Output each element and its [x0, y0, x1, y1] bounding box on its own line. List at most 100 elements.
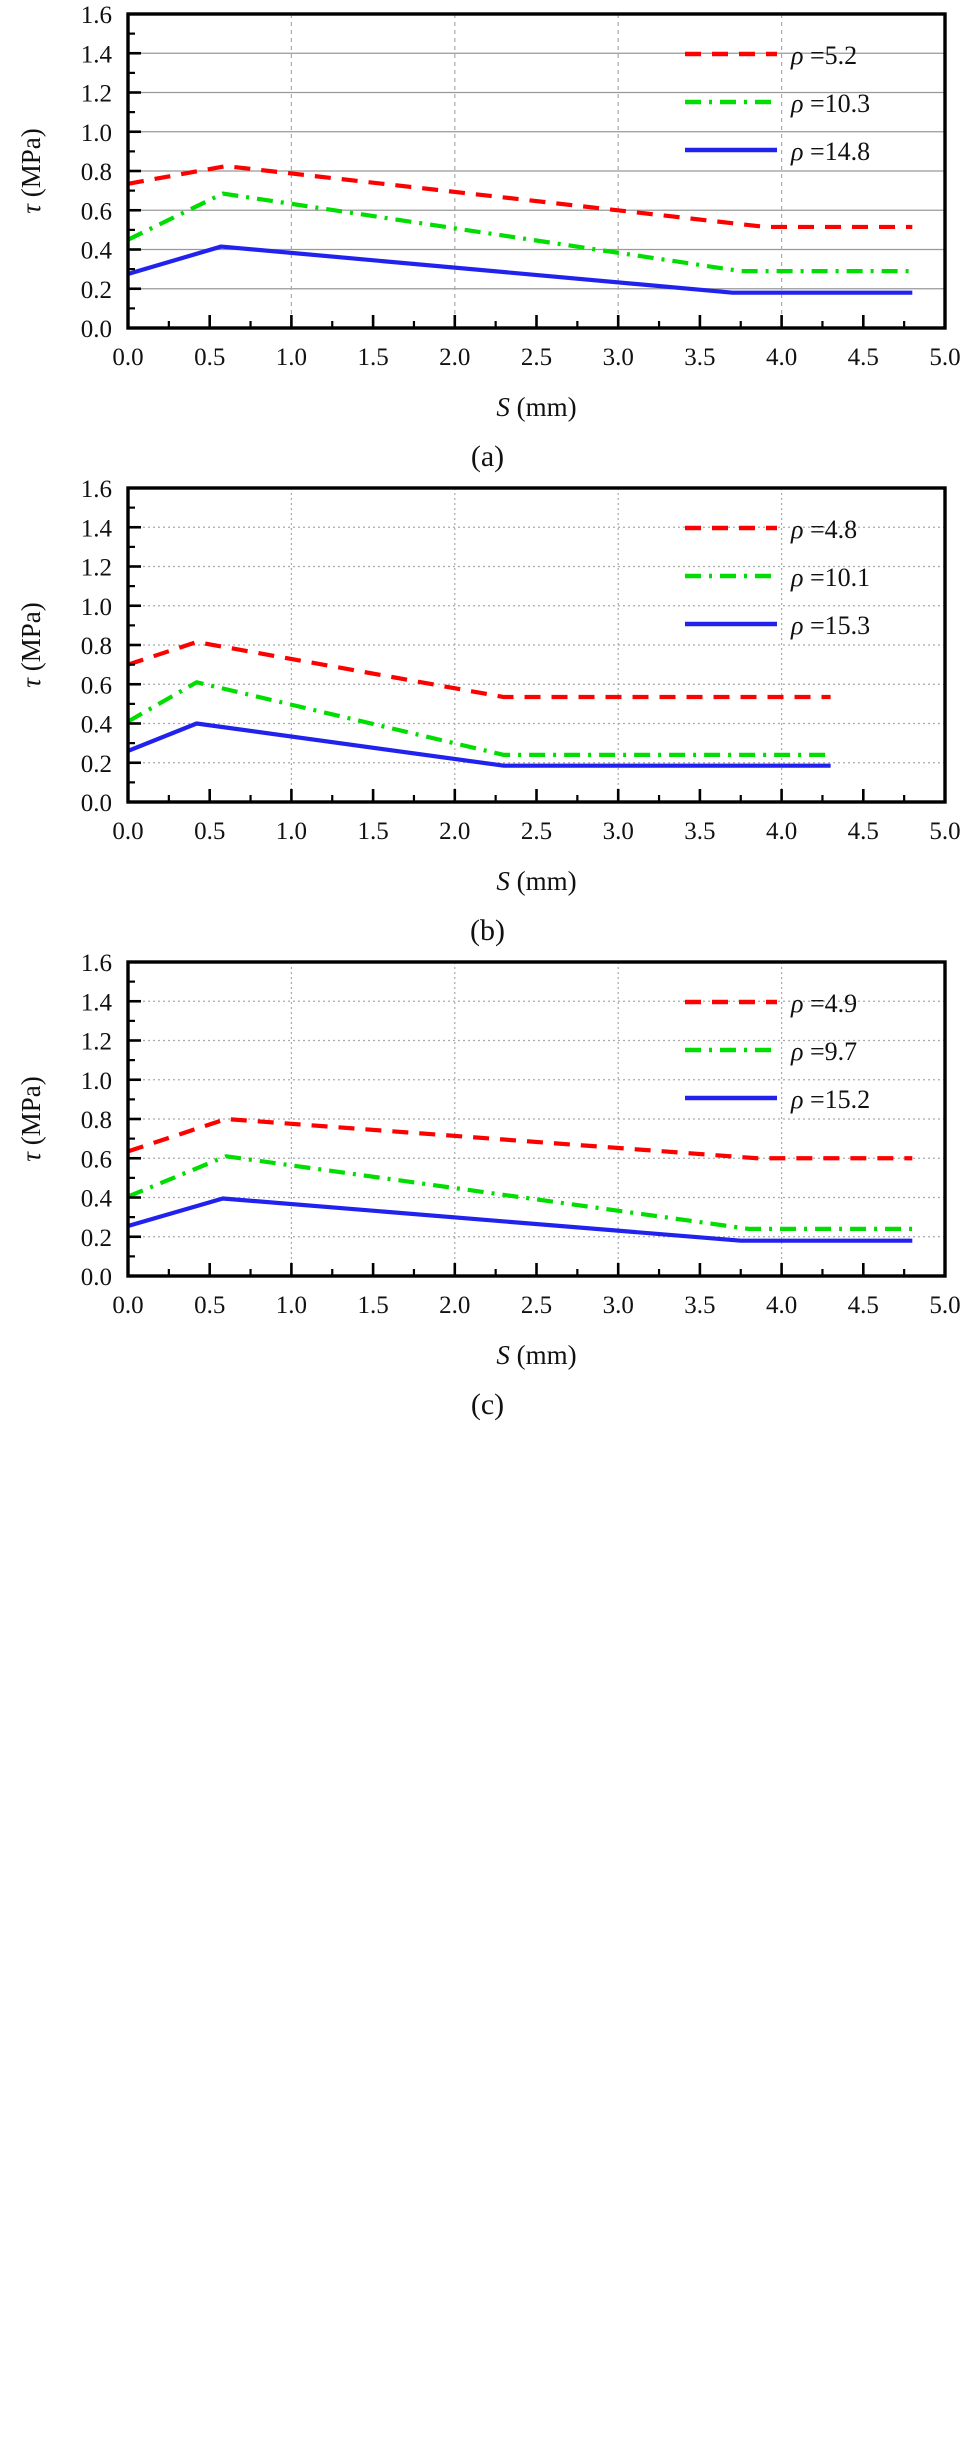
legend-rho-value: =10.3 — [803, 89, 870, 118]
y-axis-label-unit: (MPa) — [16, 602, 46, 678]
y-axis-label-symbol: τ — [16, 203, 46, 214]
panel-caption: (b) — [470, 914, 505, 947]
tick-label-x: 2.0 — [439, 818, 470, 845]
y-axis-label: τ (MPa) — [16, 128, 46, 213]
gridlines — [128, 962, 945, 1276]
tick-label-x: 1.5 — [357, 344, 388, 371]
panels-container: 0.0 0.5 1.0 1.5 2.0 2.5 3.0 3.5 4.0 4.5 5.0 0.0 0.2 0… — [0, 0, 975, 1421]
tick-label-y: 0.8 — [81, 633, 112, 660]
tick-label-x: 0.0 — [112, 1292, 143, 1319]
tick-label-y: 1.4 — [81, 989, 113, 1016]
legend-label-3: ρ =15.3 — [790, 611, 870, 640]
legend-rho-value: =15.2 — [803, 1085, 870, 1114]
tick-label-x: 4.0 — [766, 818, 797, 845]
legend: ρ =4.8 ρ =10.1 ρ =15.3 — [685, 515, 870, 640]
tick-label-y: 0.6 — [81, 672, 112, 699]
ticks: 0.0 0.5 1.0 1.5 2.0 2.5 3.0 3.5 4.0 4.5 5.0 0.0 0.2 0… — [81, 2, 961, 371]
tick-label-x: 4.0 — [766, 1292, 797, 1319]
legend: ρ =5.2ρ =10.3ρ =14.8 — [685, 41, 870, 166]
legend-label-1: ρ =4.8 — [790, 515, 857, 544]
tick-label-y: 0.4 — [81, 712, 113, 739]
x-axis-label-unit: (mm) — [510, 866, 577, 896]
legend-rho-value: =4.8 — [803, 515, 857, 544]
tick-label-y: 0.6 — [81, 198, 112, 225]
series-line-1 — [127, 1116, 913, 1161]
chart-panel-a: 0.0 0.5 1.0 1.5 2.0 2.5 3.0 3.5 4.0 4.5 5.0 0.0 0.2 0… — [0, 0, 975, 474]
gridlines — [128, 488, 945, 802]
legend-rho-symbol: ρ — [790, 611, 803, 640]
ticks: 0.0 0.5 1.0 1.5 2.0 2.5 3.0 3.5 4.0 4.5 5.0 0.0 0.2 0… — [81, 476, 961, 845]
tick-label-x: 0.5 — [194, 1292, 225, 1319]
x-axis-label-unit: (mm) — [510, 1340, 577, 1370]
series-line-1 — [127, 163, 913, 230]
tick-label-x: 4.0 — [766, 344, 797, 371]
tick-label-x: 5.0 — [929, 818, 960, 845]
y-axis-label-symbol: τ — [16, 1151, 46, 1162]
tick-label-y: 1.2 — [81, 555, 112, 582]
tick-label-y: 0.2 — [81, 1225, 112, 1252]
x-axis-label: S (mm) — [496, 866, 576, 896]
tick-label-x: 2.0 — [439, 344, 470, 371]
series-line-1 — [127, 639, 831, 700]
y-axis-label-symbol: τ — [16, 677, 46, 688]
legend-rho-value: =10.1 — [803, 563, 870, 592]
x-axis-label: S (mm) — [496, 1340, 576, 1370]
series-line-3 — [127, 721, 831, 768]
tick-label-y: 0.2 — [81, 751, 112, 778]
tick-label-x: 1.5 — [357, 1292, 388, 1319]
tick-label-x: 2.0 — [439, 1292, 470, 1319]
chart-svg: 0.0 0.5 1.0 1.5 2.0 2.5 3.0 3.5 4.0 4.5 5.0 0.0 0.2 0… — [16, 950, 961, 1370]
ticks: 0.0 0.5 1.0 1.5 2.0 2.5 3.0 3.5 4.0 4.5 5.0 0.0 0.2 0… — [81, 950, 961, 1319]
tick-label-y: 1.6 — [81, 2, 112, 29]
tick-label-x: 3.0 — [603, 818, 634, 845]
tick-label-x: 5.0 — [929, 1292, 960, 1319]
legend-rho-value: =15.3 — [803, 611, 870, 640]
legend-rho-symbol: ρ — [790, 1037, 803, 1066]
legend-rho-symbol: ρ — [790, 989, 803, 1018]
tick-label-x: 4.5 — [848, 1292, 879, 1319]
x-axis-label-symbol: S — [496, 392, 510, 422]
legend-rho-symbol: ρ — [790, 41, 803, 70]
x-axis-label-symbol: S — [496, 866, 510, 896]
tick-label-y: 1.6 — [81, 476, 112, 503]
tick-label-x: 5.0 — [929, 344, 960, 371]
tick-label-y: 0.0 — [81, 790, 112, 817]
tick-label-y: 0.4 — [81, 238, 113, 265]
y-axis-label: τ (MPa) — [16, 1076, 46, 1161]
legend-label-1: ρ =4.9 — [790, 989, 857, 1018]
tick-label-x: 4.5 — [848, 344, 879, 371]
chart-panel-b: 0.0 0.5 1.0 1.5 2.0 2.5 3.0 3.5 4.0 4.5 5.0 0.0 0.2 0… — [0, 474, 975, 948]
tick-label-x: 3.0 — [603, 344, 634, 371]
tick-label-x: 4.5 — [848, 818, 879, 845]
tick-label-x: 3.0 — [603, 1292, 634, 1319]
tick-label-x: 0.0 — [112, 818, 143, 845]
legend-label-1: ρ =5.2 — [790, 41, 857, 70]
panel-caption: (a) — [470, 440, 505, 473]
tick-label-y: 1.6 — [81, 950, 112, 977]
tick-label-x: 0.5 — [194, 344, 225, 371]
tick-label-x: 2.5 — [521, 344, 552, 371]
tick-label-y: 0.6 — [81, 1146, 112, 1173]
tick-label-y: 1.2 — [81, 1029, 112, 1056]
legend-label-2: ρ =10.1 — [790, 563, 870, 592]
series-group — [127, 1116, 913, 1243]
tick-label-x: 1.5 — [357, 818, 388, 845]
legend-label-3: ρ =15.2 — [790, 1085, 870, 1114]
tick-label-x: 3.5 — [684, 818, 715, 845]
series-group — [126, 639, 831, 768]
legend-label-2: ρ =10.3 — [790, 89, 870, 118]
series-line-3 — [127, 1196, 913, 1243]
tick-label-x: 0.0 — [112, 344, 143, 371]
y-axis-label: τ (MPa) — [16, 602, 46, 687]
legend-label-2: ρ =9.7 — [790, 1037, 857, 1066]
series-line-2 — [126, 680, 831, 757]
legend-rho-value: =4.9 — [803, 989, 857, 1018]
tick-label-y: 1.4 — [81, 41, 113, 68]
tick-label-x: 0.5 — [194, 818, 225, 845]
x-axis-label-symbol: S — [496, 1340, 510, 1370]
tick-label-y: 1.0 — [81, 120, 112, 147]
tick-label-x: 2.5 — [521, 1292, 552, 1319]
series-group — [127, 163, 913, 295]
tick-label-y: 1.2 — [81, 81, 112, 108]
